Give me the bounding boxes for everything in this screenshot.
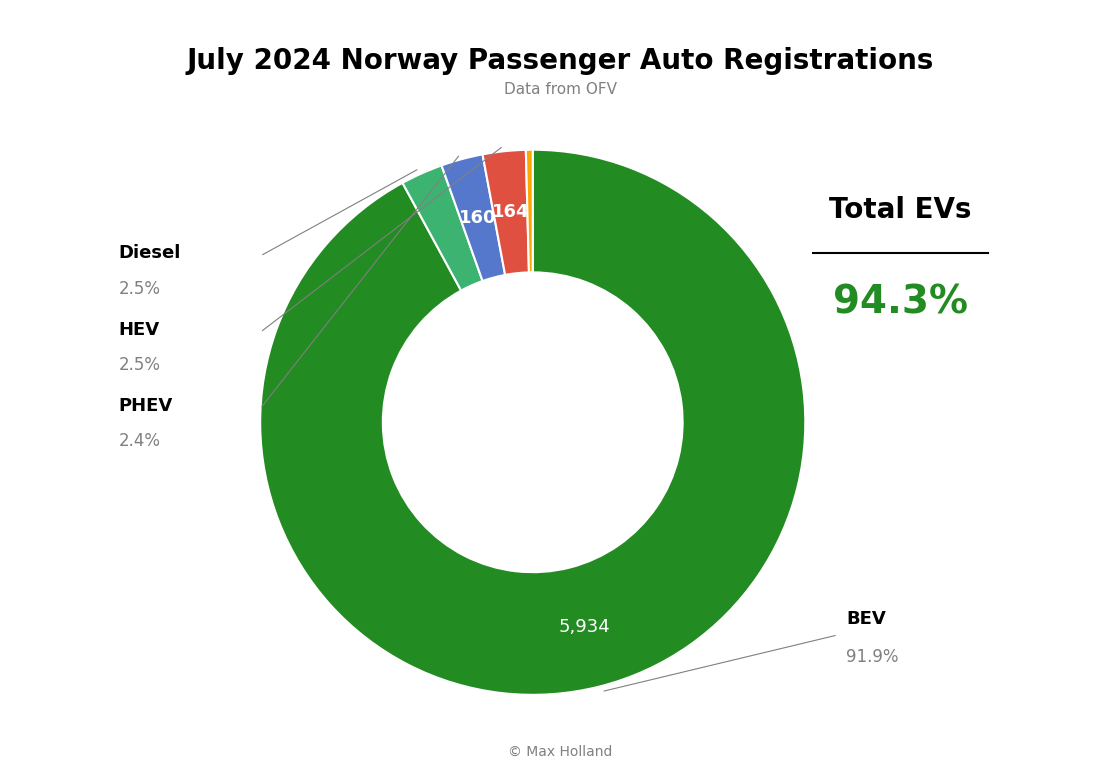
Wedge shape xyxy=(483,150,529,275)
Wedge shape xyxy=(441,154,505,281)
Wedge shape xyxy=(260,149,805,695)
Text: July 2024 Norway Passenger Auto Registrations: July 2024 Norway Passenger Auto Registra… xyxy=(186,47,934,75)
Text: Total EVs: Total EVs xyxy=(830,196,972,224)
Text: HEV: HEV xyxy=(119,321,159,339)
Text: 164: 164 xyxy=(492,203,530,221)
Text: 94.3%: 94.3% xyxy=(833,283,968,321)
Text: BEV: BEV xyxy=(847,609,886,627)
Text: Diesel: Diesel xyxy=(119,244,180,262)
Wedge shape xyxy=(402,166,483,291)
Text: 2.4%: 2.4% xyxy=(119,432,160,450)
Text: © Max Holland: © Max Holland xyxy=(507,744,613,759)
Text: 2.5%: 2.5% xyxy=(119,356,160,374)
Text: 91.9%: 91.9% xyxy=(847,647,898,665)
Text: 5,934: 5,934 xyxy=(559,618,610,636)
Text: Data from OFV: Data from OFV xyxy=(504,82,616,97)
Text: 160: 160 xyxy=(459,210,496,228)
Text: PHEV: PHEV xyxy=(119,397,172,415)
Text: 2.5%: 2.5% xyxy=(119,280,160,298)
Wedge shape xyxy=(525,149,533,272)
